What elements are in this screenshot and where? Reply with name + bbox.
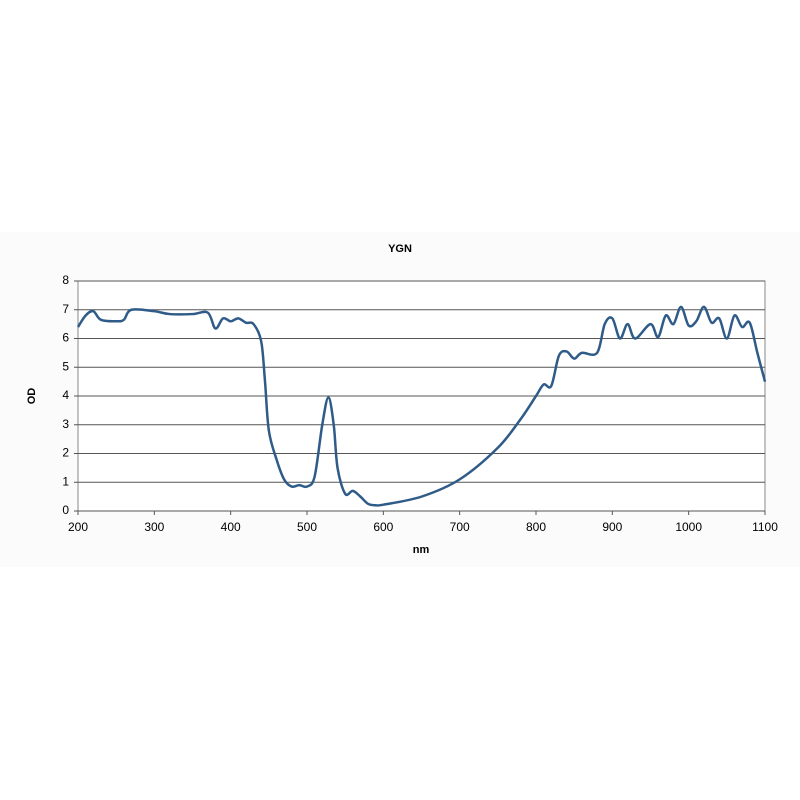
x-tick-label: 500 [297,520,317,534]
y-axis-label: OD [26,388,38,405]
x-tick-label: 800 [526,520,546,534]
y-tick-label: 0 [62,503,69,517]
chart-title: YGN [388,243,412,255]
y-tick-label: 6 [62,331,69,345]
x-tick-label: 400 [221,520,241,534]
x-axis-label: nm [413,544,430,556]
y-tick-label: 5 [62,359,69,373]
x-tick-label: 1100 [752,520,778,534]
y-tick-label: 3 [62,417,69,431]
x-tick-label: 700 [450,520,470,534]
x-tick-label: 1000 [675,520,702,534]
x-tick-label: 200 [68,520,88,534]
x-tick-label: 600 [373,520,393,534]
data-line [76,305,767,507]
y-tick-label: 1 [62,474,69,488]
y-tick-label: 2 [62,446,69,460]
y-tick-label: 8 [62,273,69,287]
x-tick-label: 900 [602,520,622,534]
y-tick-label: 4 [62,388,69,402]
y-tick-label: 7 [62,302,69,316]
x-tick-label: 300 [144,520,164,534]
